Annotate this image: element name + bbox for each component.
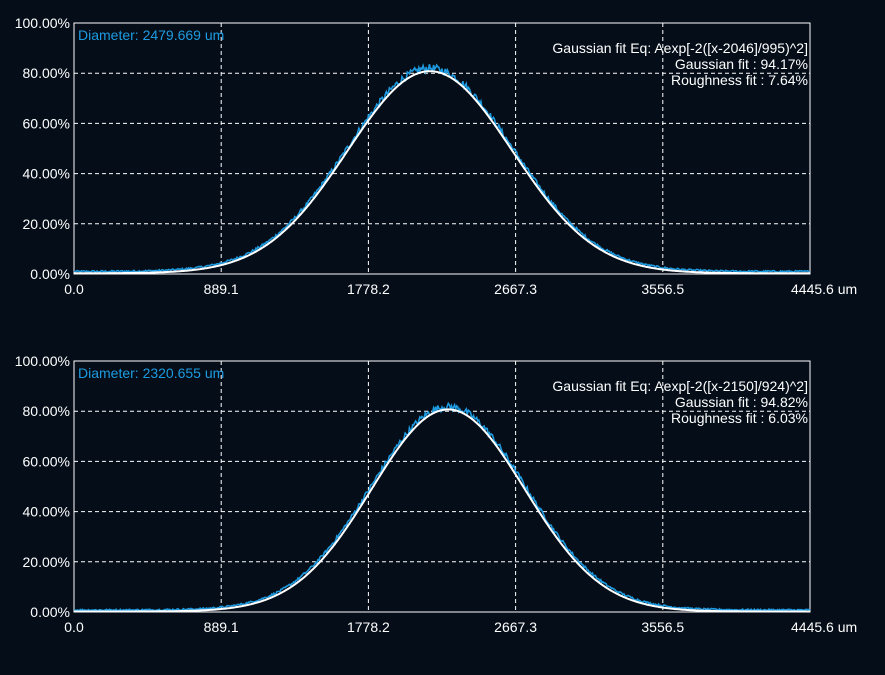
diameter-label: Diameter: 2479.669 um xyxy=(78,27,224,43)
diameter-label: Diameter: 2320.655 um xyxy=(78,365,224,381)
plot-frame xyxy=(73,360,811,613)
profile-chart-top: 0.00% 20.00% 40.00% 60.00% 80.00% 100.00% 0.0 8… xyxy=(15,15,857,297)
y-tick-label: 40.00% xyxy=(23,504,70,520)
y-tick-label: 20.00% xyxy=(23,554,70,570)
x-tick-label: 1778.2 xyxy=(347,619,390,635)
roughness-fit-label: Roughness fit : 7.64% xyxy=(671,72,808,88)
profile-chart-bottom: 0.00% 20.00% 40.00% 60.00% 80.00% 100.00% 0.0 8… xyxy=(15,353,857,635)
measured-profile-line xyxy=(74,401,811,612)
y-tick-label: 60.00% xyxy=(23,115,70,131)
gaussian-fit-label: Gaussian fit : 94.17% xyxy=(675,56,808,72)
fit-equation-label: Gaussian fit Eq: Aexp[-2([x-2150]/924)^2… xyxy=(552,378,808,394)
y-tick-label: 60.00% xyxy=(23,453,70,469)
fit-equation-label: Gaussian fit Eq: Aexp[-2([x-2046]/995)^2… xyxy=(552,40,808,56)
x-tick-label: 3556.5 xyxy=(641,619,684,635)
x-tick-label: 0.0 xyxy=(64,281,84,297)
x-tick-label: 889.1 xyxy=(204,619,239,635)
x-tick-label: 2667.3 xyxy=(494,281,537,297)
x-tick-label: 4445.6 um xyxy=(791,281,857,297)
gaussian-fit-line xyxy=(74,408,810,613)
x-tick-label: 889.1 xyxy=(204,281,239,297)
plot-frame xyxy=(73,22,811,275)
y-tick-label: 0.00% xyxy=(30,266,70,282)
y-tick-label: 20.00% xyxy=(23,216,70,232)
gaussian-fit-line xyxy=(74,70,810,275)
y-tick-label: 100.00% xyxy=(15,15,70,31)
measured-profile-line xyxy=(73,63,810,274)
y-tick-label: 40.00% xyxy=(23,166,70,182)
x-tick-label: 3556.5 xyxy=(641,281,684,297)
x-tick-label: 4445.6 um xyxy=(791,619,857,635)
roughness-fit-label: Roughness fit : 6.03% xyxy=(671,410,808,426)
gaussian-fit-label: Gaussian fit : 94.82% xyxy=(675,394,808,410)
y-tick-label: 80.00% xyxy=(23,403,70,419)
y-tick-label: 80.00% xyxy=(23,65,70,81)
y-tick-label: 100.00% xyxy=(15,353,70,369)
y-tick-label: 0.00% xyxy=(30,604,70,620)
x-tick-label: 2667.3 xyxy=(494,619,537,635)
x-tick-label: 0.0 xyxy=(64,619,84,635)
x-tick-label: 1778.2 xyxy=(347,281,390,297)
